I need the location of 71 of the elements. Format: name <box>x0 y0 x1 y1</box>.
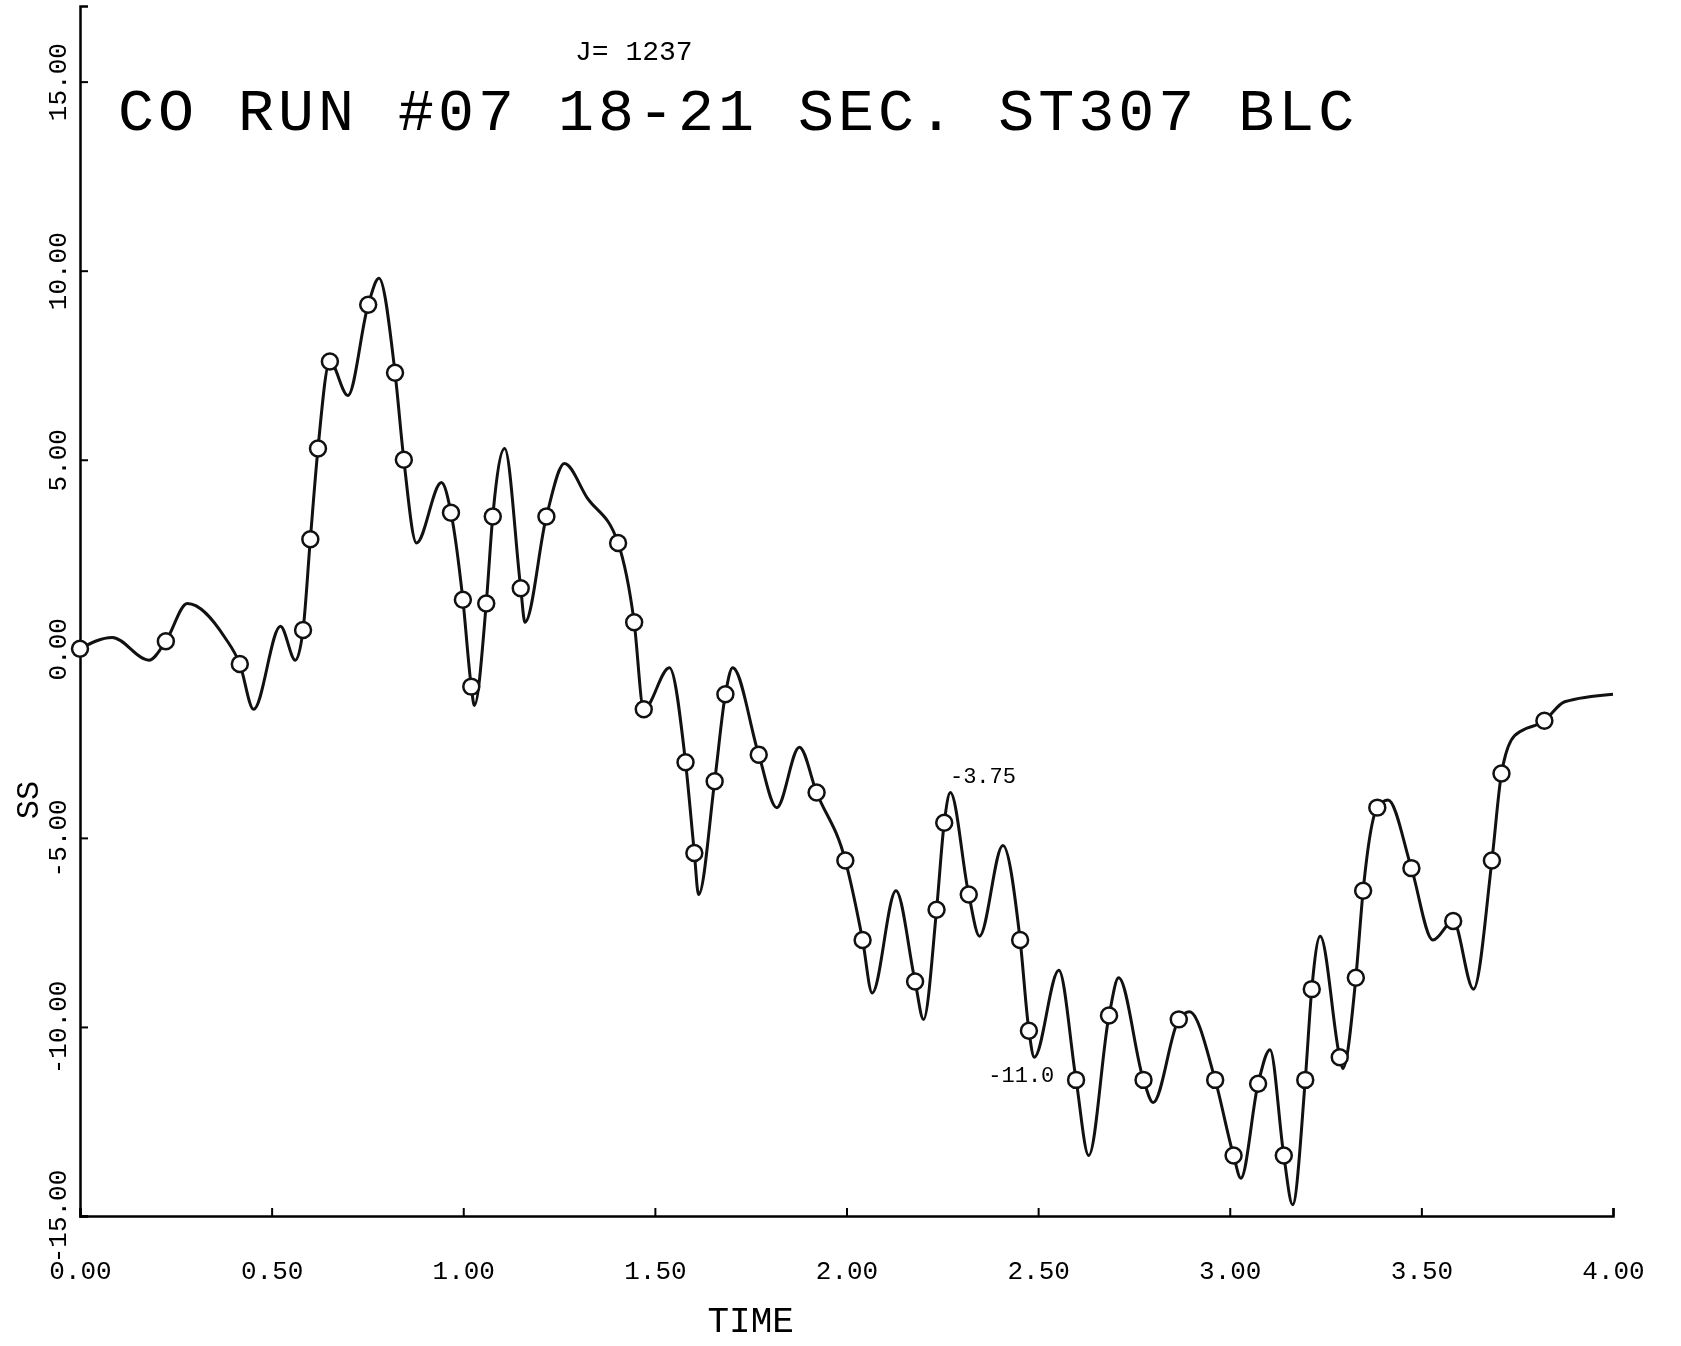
point <box>462 677 481 696</box>
point <box>441 503 461 522</box>
point <box>676 753 695 772</box>
point <box>1443 911 1463 931</box>
point <box>705 771 724 791</box>
point <box>358 295 378 314</box>
point <box>905 972 925 991</box>
point <box>1248 1074 1268 1093</box>
point <box>1482 851 1502 870</box>
x-tick-label: 4.00 <box>1582 1257 1645 1287</box>
point <box>935 813 954 832</box>
point <box>1224 1146 1243 1165</box>
x-tick-label: 2.00 <box>815 1257 879 1287</box>
point <box>1205 1070 1225 1090</box>
point <box>70 639 90 659</box>
point <box>1402 858 1421 878</box>
point <box>749 745 768 764</box>
point <box>1066 1070 1086 1090</box>
point <box>301 529 320 549</box>
x-tick-label: 0.50 <box>240 1257 304 1287</box>
point <box>477 594 496 613</box>
point <box>1169 1010 1189 1029</box>
x-tick-label: 2.50 <box>1007 1257 1070 1287</box>
point <box>836 851 855 870</box>
point <box>608 533 628 553</box>
point <box>385 363 405 382</box>
point <box>1346 968 1366 987</box>
point <box>453 590 473 609</box>
point <box>959 885 978 904</box>
point <box>230 654 250 674</box>
annotation: -3.75 <box>949 764 1016 790</box>
point <box>394 450 414 469</box>
point <box>1353 881 1373 901</box>
text: CO RUN #07 18-21 SEC. ST307 BLC <box>118 80 1359 148</box>
point <box>511 579 530 598</box>
point <box>483 507 502 526</box>
point <box>1330 1047 1349 1067</box>
y-tick-label: -10.00 <box>44 980 74 1075</box>
y-tick-label: 0.00 <box>44 618 74 681</box>
point <box>1368 798 1387 817</box>
point <box>293 620 313 640</box>
annotation: J= 1237 <box>575 37 693 68</box>
point <box>716 684 735 704</box>
point <box>1492 764 1511 783</box>
x-axis-title: TIME <box>707 1302 794 1343</box>
point <box>320 352 340 371</box>
point <box>537 507 556 526</box>
x-tick-label: 3.50 <box>1390 1257 1454 1287</box>
point <box>807 783 826 802</box>
x-tick-label: 1.00 <box>432 1257 495 1287</box>
annotation: -11.0 <box>988 1063 1055 1089</box>
point <box>1302 979 1321 999</box>
point <box>156 632 176 651</box>
point <box>634 700 653 719</box>
x-tick-label: 1.50 <box>624 1257 687 1287</box>
y-tick-label: 15.00 <box>44 43 74 122</box>
point <box>1274 1146 1294 1165</box>
point <box>308 439 328 458</box>
point <box>1296 1070 1315 1090</box>
point <box>1134 1070 1153 1090</box>
point <box>1010 930 1030 950</box>
point <box>853 930 872 950</box>
y-tick-label: 5.00 <box>44 429 74 492</box>
y-tick-label: 10.00 <box>44 232 74 311</box>
point <box>624 613 644 632</box>
x-tick-label: 3.00 <box>1199 1257 1262 1287</box>
point <box>927 900 946 919</box>
point <box>1099 1006 1119 1025</box>
point <box>1019 1021 1039 1040</box>
point <box>685 843 704 863</box>
point <box>1535 711 1554 730</box>
